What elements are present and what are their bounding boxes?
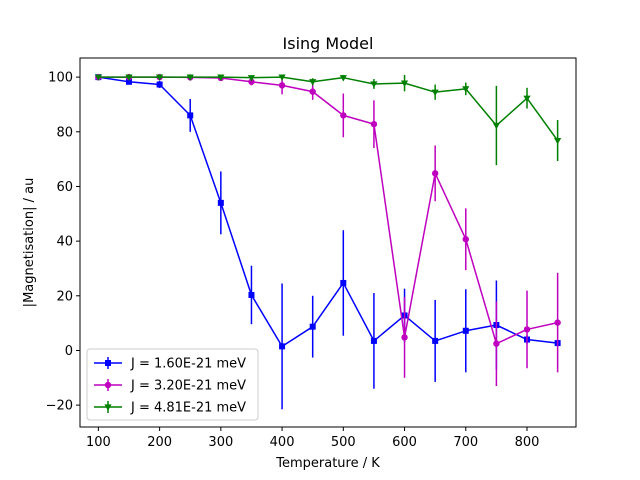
data-point [400, 80, 409, 87]
series-line [98, 76, 558, 348]
x-axis-label: Temperature / K [275, 456, 380, 471]
y-tick-label: 60 [56, 180, 73, 195]
y-tick-label: 40 [56, 235, 73, 250]
y-tick-label: 0 [65, 344, 73, 359]
data-point [523, 326, 531, 333]
series-2 [95, 73, 561, 386]
data-point [554, 137, 562, 145]
y-tick-label: 80 [56, 125, 73, 140]
data-point [125, 74, 133, 81]
data-point [309, 323, 316, 330]
data-point [247, 75, 256, 82]
data-point [492, 122, 500, 130]
legend-label: J = 1.60E-21 meV [130, 357, 246, 372]
x-tick-label: 300 [208, 435, 233, 450]
x-tick-label: 600 [392, 435, 417, 450]
y-tick-label: −20 [46, 399, 73, 414]
data-point [462, 86, 470, 93]
legend-marker [104, 381, 112, 389]
data-point [278, 82, 286, 89]
data-point [340, 279, 347, 286]
plot-area [94, 73, 562, 410]
data-point [370, 120, 378, 128]
data-point [432, 337, 439, 344]
data-point [309, 79, 317, 86]
y-tick-label: 20 [56, 289, 73, 304]
y-axis: −20 0 20 40 60 80 100 [46, 71, 80, 414]
legend-marker [104, 404, 112, 411]
data-point [401, 334, 408, 341]
y-axis-label: |Magnetisation| / au [22, 178, 37, 308]
data-point [523, 95, 531, 102]
data-point [278, 74, 286, 81]
chart-title: Ising Model [283, 34, 374, 53]
legend-label: J = 3.20E-21 meV [130, 379, 246, 394]
data-point [431, 170, 439, 177]
data-point [187, 112, 194, 119]
data-point [217, 74, 225, 81]
x-tick-label: 700 [453, 435, 478, 450]
data-point [248, 78, 255, 85]
legend-box [86, 348, 259, 421]
axes-frame [79, 57, 577, 428]
data-point [493, 340, 500, 347]
data-point [462, 327, 469, 334]
data-point [217, 199, 224, 206]
data-point [248, 291, 255, 298]
x-tick-label: 200 [147, 435, 172, 450]
legend: J = 1.60E-21 meV J = 3.20E-21 meV J = 4.81… [86, 348, 259, 421]
data-point [462, 236, 469, 243]
data-point [340, 112, 347, 119]
x-tick-label: 500 [331, 435, 356, 450]
data-point [554, 319, 561, 326]
data-point [339, 75, 347, 82]
data-point [431, 89, 439, 96]
data-point [370, 81, 378, 88]
data-point [94, 74, 102, 81]
data-point [156, 74, 164, 81]
data-point [370, 337, 377, 344]
data-point [156, 81, 163, 88]
data-point [309, 88, 316, 95]
x-tick-label: 400 [270, 435, 295, 450]
data-point [125, 78, 132, 85]
legend-label: J = 4.81E-21 meV [130, 401, 246, 416]
x-tick-label: 800 [515, 435, 540, 450]
data-point [186, 74, 194, 81]
data-point [279, 343, 286, 350]
series-line [98, 76, 559, 141]
x-tick-label: 100 [86, 435, 111, 450]
x-axis: 100 200 300 400 500 600 700 800 [86, 427, 539, 450]
legend-marker [105, 360, 111, 366]
y-tick-label: 100 [48, 71, 73, 86]
series-3 [94, 74, 562, 166]
